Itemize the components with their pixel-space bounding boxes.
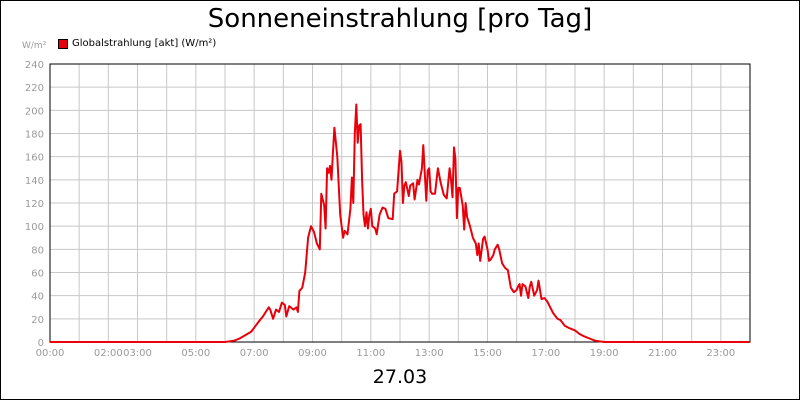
y-tick-label: 120 [25,199,44,210]
y-tick-label: 220 [25,83,44,94]
y-tick-label: 60 [31,269,44,280]
x-tick-label: 13:00 [415,348,444,359]
chart-title: Sonneneinstrahlung [pro Tag] [207,4,593,34]
x-tick-label: 02:00 [94,348,123,359]
x-tick-label: 03:00 [123,348,152,359]
legend: Globalstrahlung [akt] (W/m²) [58,38,216,49]
x-tick-label: 11:00 [356,348,385,359]
y-tick-label: 0 [38,338,44,349]
x-tick-label: 00:00 [36,348,65,359]
y-tick-label: 200 [25,106,44,117]
y-tick-label: 240 [25,60,44,71]
x-tick-label: 07:00 [240,348,269,359]
x-axis-label: 27.03 [372,366,428,388]
x-tick-label: 09:00 [298,348,327,359]
y-tick-label: 100 [25,222,44,233]
y-tick-label: 140 [25,176,44,187]
y-tick-label: 180 [25,130,44,141]
legend-swatch [58,38,68,49]
x-tick-label: 05:00 [181,348,210,359]
legend-label: Globalstrahlung [akt] (W/m²) [72,38,217,49]
y-tick-label: 160 [25,153,44,164]
x-tick-label: 19:00 [590,348,619,359]
y-tick-label: 40 [31,292,44,303]
y-axis-unit: W/m² [22,41,47,51]
x-tick-label: 23:00 [706,348,735,359]
series-line [50,103,750,343]
y-tick-label: 80 [31,245,44,256]
y-tick-label: 20 [31,315,44,326]
plot-border [49,63,751,343]
x-tick-label: 17:00 [531,348,560,359]
x-tick-label: 21:00 [648,348,677,359]
x-tick-label: 15:00 [473,348,502,359]
